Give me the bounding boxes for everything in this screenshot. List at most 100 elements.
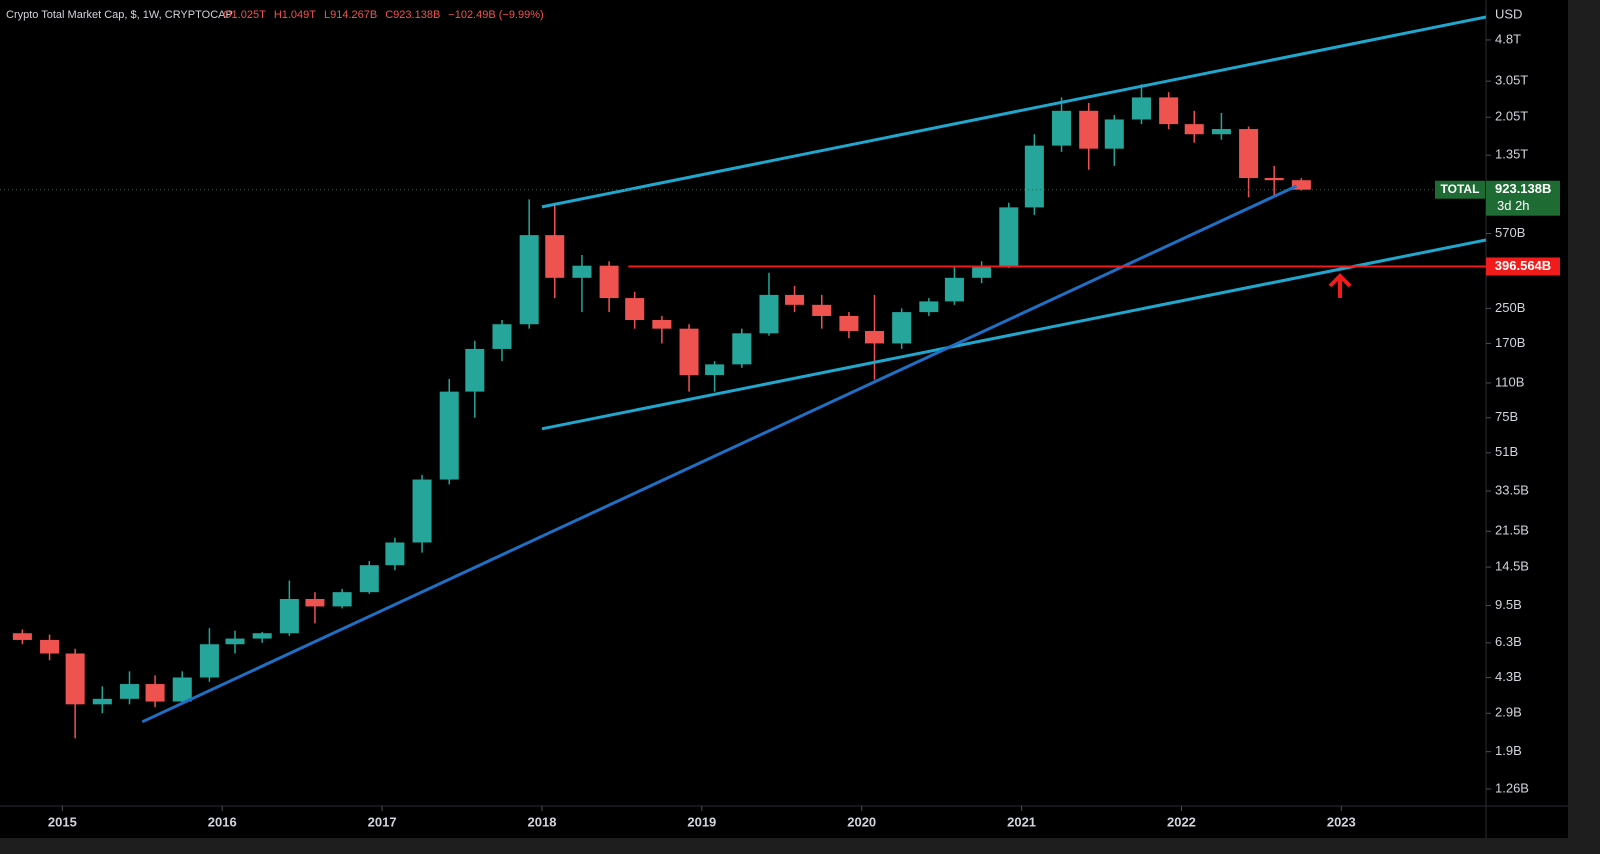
candle-body: [1291, 180, 1311, 190]
countdown-label: 3d 2h: [1497, 198, 1530, 213]
candle-body: [839, 315, 859, 331]
candle-body: [40, 639, 60, 654]
last-price-box: [1486, 180, 1560, 216]
chart-background: [0, 0, 1568, 838]
candle-body: [1239, 129, 1259, 179]
price-label-box: [1486, 257, 1560, 276]
y-tick-label: 75B: [1495, 409, 1518, 424]
y-tick-label: 3.05T: [1495, 73, 1528, 88]
candle-body: [279, 599, 299, 634]
y-tick-label: 2.9B: [1495, 705, 1522, 720]
y-tick-label: 250B: [1495, 300, 1525, 315]
candle-body: [785, 294, 805, 305]
y-tick-label: 110B: [1495, 374, 1524, 389]
chart-title: Crypto Total Market Cap, $, 1W, CRYPTOCA…: [6, 9, 233, 21]
y-tick-label: 1.26B: [1495, 780, 1529, 795]
candle-body: [572, 265, 592, 278]
y-tick-label: 51B: [1495, 444, 1518, 459]
candle-body: [119, 684, 140, 699]
candle-body: [919, 301, 939, 313]
candle-body: [1024, 145, 1044, 208]
y-tick-label: 4.3B: [1495, 669, 1522, 684]
candle-body: [465, 348, 485, 392]
ohlc-legend: O1.025T H1.049T L914.267B C923.138B −102.49B…: [223, 9, 544, 21]
x-tick-label: 2022: [1167, 814, 1196, 829]
trend-line: [541, 15, 1486, 209]
x-tick-label: 2021: [1007, 814, 1036, 829]
ohlc-value: O1.025T: [223, 9, 266, 21]
symbol-label: TOTAL: [1441, 182, 1480, 196]
symbol-label-box: [1435, 180, 1485, 199]
candle-body: [599, 265, 619, 299]
y-tick-label: 570B: [1495, 225, 1525, 240]
candle-body: [252, 633, 272, 639]
candle-body: [519, 235, 539, 325]
price-label: 396.564B: [1495, 258, 1551, 273]
candle-body: [545, 235, 565, 278]
last-price-label: 923.138B: [1495, 181, 1551, 196]
candle-body: [172, 677, 192, 702]
candle-body: [864, 330, 885, 344]
trend-line: [141, 184, 1298, 724]
candle-body: [92, 698, 112, 705]
candle-body: [225, 638, 245, 645]
candle-body: [1184, 124, 1204, 135]
candle-body: [1104, 119, 1124, 149]
candle-body: [1079, 110, 1099, 149]
x-tick-label: 2019: [687, 814, 716, 829]
y-tick-label: 33.5B: [1495, 482, 1529, 497]
candle-body: [972, 265, 992, 278]
y-tick-label: 4.8T: [1495, 31, 1521, 46]
candle-body: [1211, 129, 1231, 135]
candle-body: [1159, 97, 1179, 125]
trend-line: [541, 238, 1486, 431]
y-tick-label: 9.5B: [1495, 597, 1522, 612]
ohlc-value: −102.49B (−9.99%): [448, 9, 543, 21]
candle-body: [145, 684, 165, 702]
candle-body: [732, 333, 752, 365]
candle-body: [999, 207, 1019, 266]
candle-body: [759, 294, 779, 334]
x-tick-label: 2015: [48, 814, 77, 829]
y-tick-label: 1.35T: [1495, 147, 1528, 162]
x-tick-label: 2018: [528, 814, 557, 829]
ohlc-value: L914.267B: [324, 9, 377, 21]
y-tick-label: 6.3B: [1495, 634, 1522, 649]
candle-body: [892, 312, 912, 344]
y-tick-label: 21.5B: [1495, 523, 1529, 538]
plot-area: [0, 15, 1486, 739]
ohlc-value: C923.138B: [385, 9, 440, 21]
x-tick-label: 2017: [368, 814, 397, 829]
candle-body: [944, 277, 964, 302]
y-tick-label: 2.05T: [1495, 109, 1528, 124]
y-tick-label: 1.9B: [1495, 743, 1522, 758]
x-tick-label: 2016: [208, 814, 237, 829]
candle-body: [359, 565, 379, 593]
candle-body: [1052, 110, 1072, 146]
candle-body: [65, 653, 85, 705]
candle-body: [305, 599, 325, 607]
candle-body: [812, 304, 832, 316]
y-tick-label: 170B: [1495, 335, 1525, 350]
x-tick-label: 2020: [847, 814, 876, 829]
candle-body: [492, 324, 512, 349]
candle-body: [705, 364, 725, 376]
candle-body: [199, 644, 219, 678]
candle-body: [652, 319, 672, 329]
candle-body: [12, 633, 32, 640]
candle-body: [625, 298, 645, 320]
x-tick-label: 2023: [1327, 814, 1356, 829]
y-tick-label: 14.5B: [1495, 558, 1529, 573]
candle-body: [385, 542, 405, 566]
candle-body: [439, 391, 459, 480]
candle-body: [332, 592, 352, 607]
annotation-arrow: [1328, 273, 1352, 298]
candle-body: [1131, 97, 1151, 120]
y-unit: USD: [1495, 6, 1522, 21]
candle-body: [679, 328, 699, 376]
ohlc-value: H1.049T: [274, 9, 316, 21]
candle-body: [1264, 178, 1284, 181]
candle-body: [412, 479, 432, 543]
